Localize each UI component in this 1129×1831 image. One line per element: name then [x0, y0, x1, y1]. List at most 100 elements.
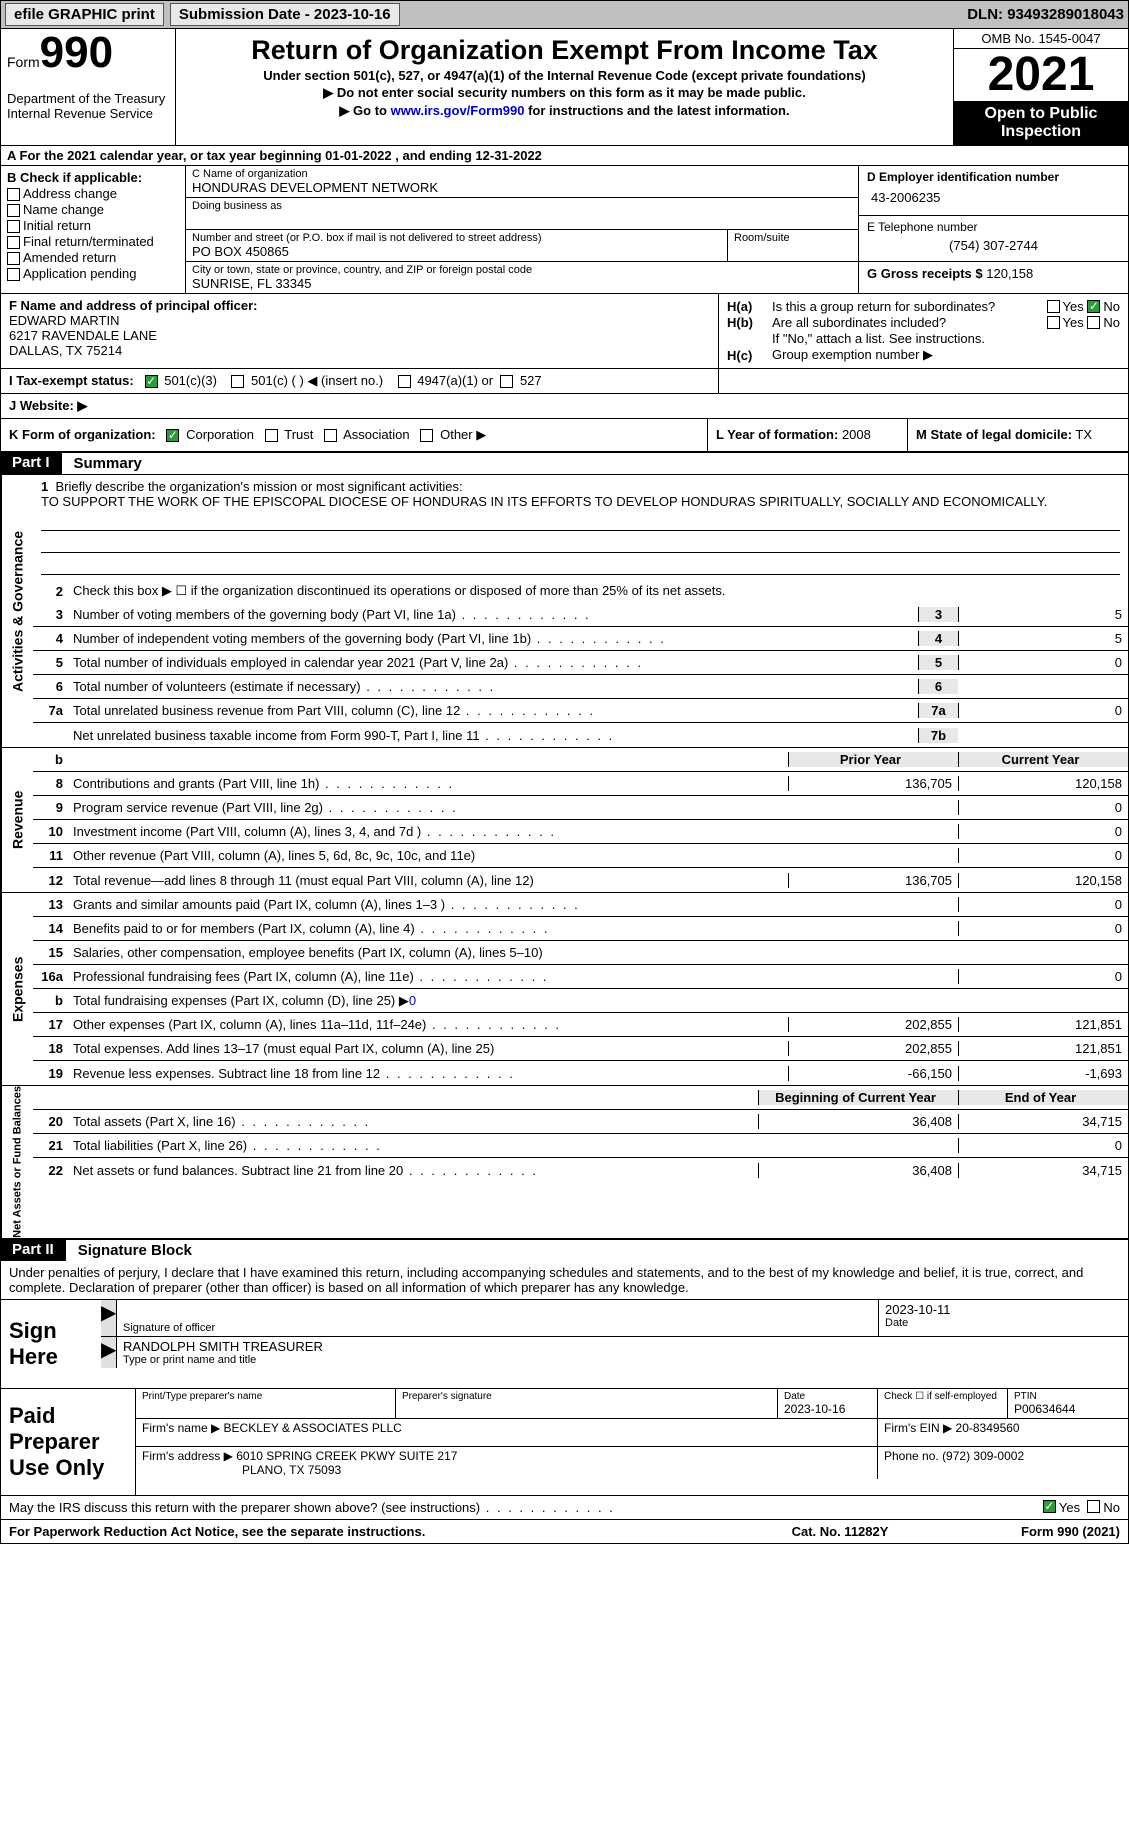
penalties-text: Under penalties of perjury, I declare th…: [1, 1261, 1128, 1299]
subtitle-2: ▶ Do not enter social security numbers o…: [180, 85, 949, 101]
arrow-icon: ▶: [101, 1300, 117, 1336]
line-12-prior: 136,705: [788, 873, 958, 888]
line-16a-current: 0: [958, 969, 1128, 984]
cb-501c3[interactable]: [145, 375, 158, 388]
section-b-label: B Check if applicable:: [7, 170, 179, 185]
vtab-expenses: Expenses: [1, 893, 33, 1085]
prep-name-label: Print/Type preparer's name: [142, 1391, 389, 1402]
line-10: Investment income (Part VIII, column (A)…: [69, 822, 788, 841]
line-5-value: 0: [958, 655, 1128, 670]
section-deg: D Employer identification number 43-2006…: [858, 166, 1128, 293]
boy-hdr: Beginning of Current Year: [758, 1090, 958, 1105]
firm-name-value: BECKLEY & ASSOCIATES PLLC: [224, 1421, 402, 1435]
section-f: F Name and address of principal officer:…: [1, 294, 718, 368]
ptin-label: PTIN: [1014, 1391, 1122, 1402]
hb-yes[interactable]: [1047, 316, 1060, 329]
phone-value: (754) 307-2744: [867, 234, 1120, 257]
form-org-label: K Form of organization:: [9, 427, 156, 442]
firm-ein-value: 20-8349560: [956, 1421, 1020, 1435]
city-value: SUNRISE, FL 33345: [192, 276, 852, 291]
sign-here-row: Sign Here ▶ Signature of officer 2023-10…: [1, 1299, 1128, 1388]
cb-4947[interactable]: [398, 375, 411, 388]
section-c: C Name of organization HONDURAS DEVELOPM…: [186, 166, 858, 293]
prep-date-label: Date: [784, 1391, 871, 1402]
line-5: Total number of individuals employed in …: [69, 653, 918, 672]
vtab-net-assets: Net Assets or Fund Balances: [1, 1086, 33, 1238]
cb-amended-return[interactable]: [7, 252, 20, 265]
section-h: H(a) Is this a group return for subordin…: [718, 294, 1128, 368]
irs-discuss-no[interactable]: [1087, 1500, 1100, 1513]
line-11: Other revenue (Part VIII, column (A), li…: [69, 846, 788, 865]
row-a-calendar-year: A For the 2021 calendar year, or tax yea…: [0, 146, 1129, 166]
irs-link[interactable]: www.irs.gov/Form990: [391, 103, 525, 118]
subtitle-1: Under section 501(c), 527, or 4947(a)(1)…: [180, 68, 949, 83]
irs-discuss-yes[interactable]: [1043, 1500, 1056, 1513]
irs-label: Internal Revenue Service: [7, 106, 169, 121]
cb-name-change[interactable]: [7, 204, 20, 217]
firm-addr-label: Firm's address ▶: [142, 1449, 233, 1463]
hb-text: Are all subordinates included?: [772, 315, 1047, 330]
line-4-value: 5: [958, 631, 1128, 646]
cb-527[interactable]: [500, 375, 513, 388]
line-10-current: 0: [958, 824, 1128, 839]
line-16b-link[interactable]: 0: [409, 993, 416, 1008]
year-formation-label: L Year of formation:: [716, 427, 838, 442]
dept-treasury: Department of the Treasury: [7, 91, 169, 106]
line-18: Total expenses. Add lines 13–17 (must eq…: [69, 1039, 788, 1058]
cb-501c[interactable]: [231, 375, 244, 388]
cb-other[interactable]: [420, 429, 433, 442]
footer: For Paperwork Reduction Act Notice, see …: [0, 1520, 1129, 1544]
tax-exempt-label: I Tax-exempt status:: [9, 373, 134, 388]
form-id: Form 990 (2021): [940, 1524, 1120, 1539]
ha-no[interactable]: [1087, 300, 1100, 313]
cb-association[interactable]: [324, 429, 337, 442]
paid-preparer-label: Paid Preparer Use Only: [1, 1389, 136, 1495]
arrow-icon: ▶: [101, 1337, 117, 1368]
line-15: Salaries, other compensation, employee b…: [69, 943, 788, 962]
cb-address-change[interactable]: [7, 188, 20, 201]
cb-final-return[interactable]: [7, 236, 20, 249]
line-21-eoy: 0: [958, 1138, 1128, 1153]
hb-no[interactable]: [1087, 316, 1100, 329]
website-label: J Website: ▶: [9, 398, 87, 413]
line-20: Total assets (Part X, line 16): [69, 1112, 758, 1131]
line-8-prior: 136,705: [788, 776, 958, 791]
gross-receipts-label: G Gross receipts $: [867, 266, 983, 281]
cb-initial-return[interactable]: [7, 220, 20, 233]
part-1-header: Part I Summary: [0, 452, 1129, 474]
line-4: Number of independent voting members of …: [69, 629, 918, 648]
line-20-eoy: 34,715: [958, 1114, 1128, 1129]
ptin-value: P00634644: [1014, 1402, 1122, 1416]
omb-number: OMB No. 1545-0047: [954, 29, 1128, 49]
dba-label: Doing business as: [192, 200, 852, 212]
firm-ein-label: Firm's EIN ▶: [884, 1421, 952, 1435]
line-11-current: 0: [958, 848, 1128, 863]
line-18-prior: 202,855: [788, 1041, 958, 1056]
paid-preparer-row: Paid Preparer Use Only Print/Type prepar…: [1, 1388, 1128, 1495]
line-12-current: 120,158: [958, 873, 1128, 888]
vtab-activities: Activities & Governance: [1, 475, 33, 747]
ein-label: D Employer identification number: [867, 170, 1120, 184]
part-1-title: Summary: [62, 452, 1129, 474]
line-2: Check this box ▶ ☐ if the organization d…: [69, 581, 1128, 601]
line-21: Total liabilities (Part X, line 26): [69, 1136, 758, 1155]
prior-year-hdr: Prior Year: [788, 752, 958, 767]
line-22: Net assets or fund balances. Subtract li…: [69, 1161, 758, 1180]
cb-application-pending[interactable]: [7, 268, 20, 281]
ha-yes[interactable]: [1047, 300, 1060, 313]
officer-name: EDWARD MARTIN: [9, 313, 710, 328]
net-assets-section: Net Assets or Fund Balances Beginning of…: [0, 1086, 1129, 1239]
irs-discuss-text: May the IRS discuss this return with the…: [9, 1500, 1043, 1515]
line-19-prior: -66,150: [788, 1066, 958, 1081]
cb-corporation[interactable]: [166, 429, 179, 442]
hc-text: Group exemption number ▶: [772, 347, 1120, 363]
hb-label: H(b): [727, 315, 772, 330]
line-17: Other expenses (Part IX, column (A), lin…: [69, 1015, 788, 1034]
hb-note: If "No," attach a list. See instructions…: [772, 331, 1120, 346]
dln-label: DLN: 93493289018043: [967, 6, 1124, 23]
cb-trust[interactable]: [265, 429, 278, 442]
efile-print-button[interactable]: efile GRAPHIC print: [5, 3, 164, 26]
vtab-revenue: Revenue: [1, 748, 33, 892]
row-i: I Tax-exempt status: 501(c)(3) 501(c) ( …: [0, 369, 1129, 394]
pra-notice: For Paperwork Reduction Act Notice, see …: [9, 1524, 740, 1539]
